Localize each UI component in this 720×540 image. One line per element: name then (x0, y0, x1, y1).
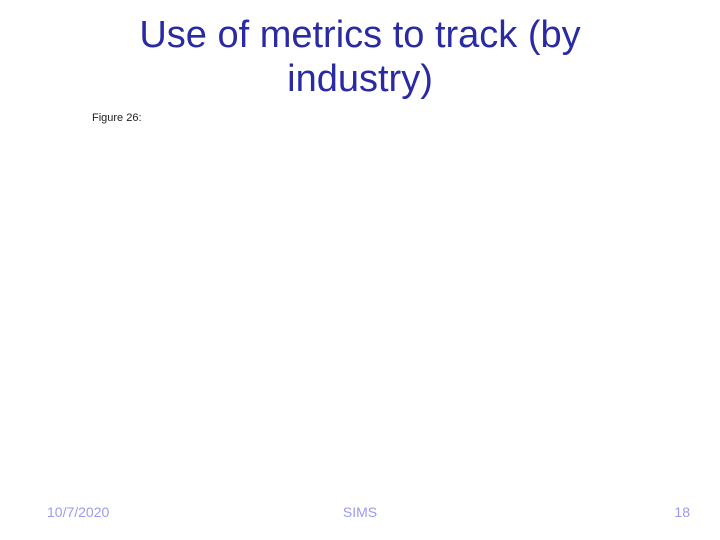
footer-page-number: 18 (674, 504, 690, 520)
footer-center: SIMS (343, 504, 377, 520)
footer-date: 10/7/2020 (47, 504, 109, 520)
figure-label: Figure 26: (92, 112, 142, 124)
slide-title: Use of metrics to track (by industry) (90, 14, 630, 101)
